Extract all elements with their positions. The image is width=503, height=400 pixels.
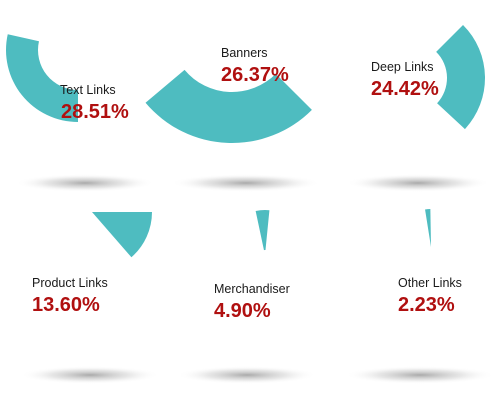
shadow-text-links [15,174,155,192]
label-merchandiser: Merchandiser [214,282,290,296]
slice-text-links [6,34,79,122]
shadow-product-links [20,366,160,384]
slice-product-links [92,212,152,258]
slice-merchandiser [255,210,270,251]
shadow-deep-links [346,174,490,192]
percent-deep-links: 24.42% [371,78,439,100]
label-text-links: Text Links [60,83,116,97]
percent-banners: 26.37% [221,64,289,86]
shadow-merchandiser [177,366,317,384]
percent-text-links: 28.51% [61,101,129,123]
label-product-links: Product Links [32,276,108,290]
shadow-other-links [345,366,495,384]
slice-other-links [425,209,431,247]
label-banners: Banners [221,46,268,60]
slice-deep-links [436,24,485,130]
label-deep-links: Deep Links [371,60,434,74]
slice-banners [145,69,312,144]
label-other-links: Other Links [398,276,462,290]
percent-other-links: 2.23% [398,294,455,316]
percent-product-links: 13.60% [32,294,100,316]
shadow-banners [171,174,321,192]
percent-merchandiser: 4.90% [214,300,271,322]
